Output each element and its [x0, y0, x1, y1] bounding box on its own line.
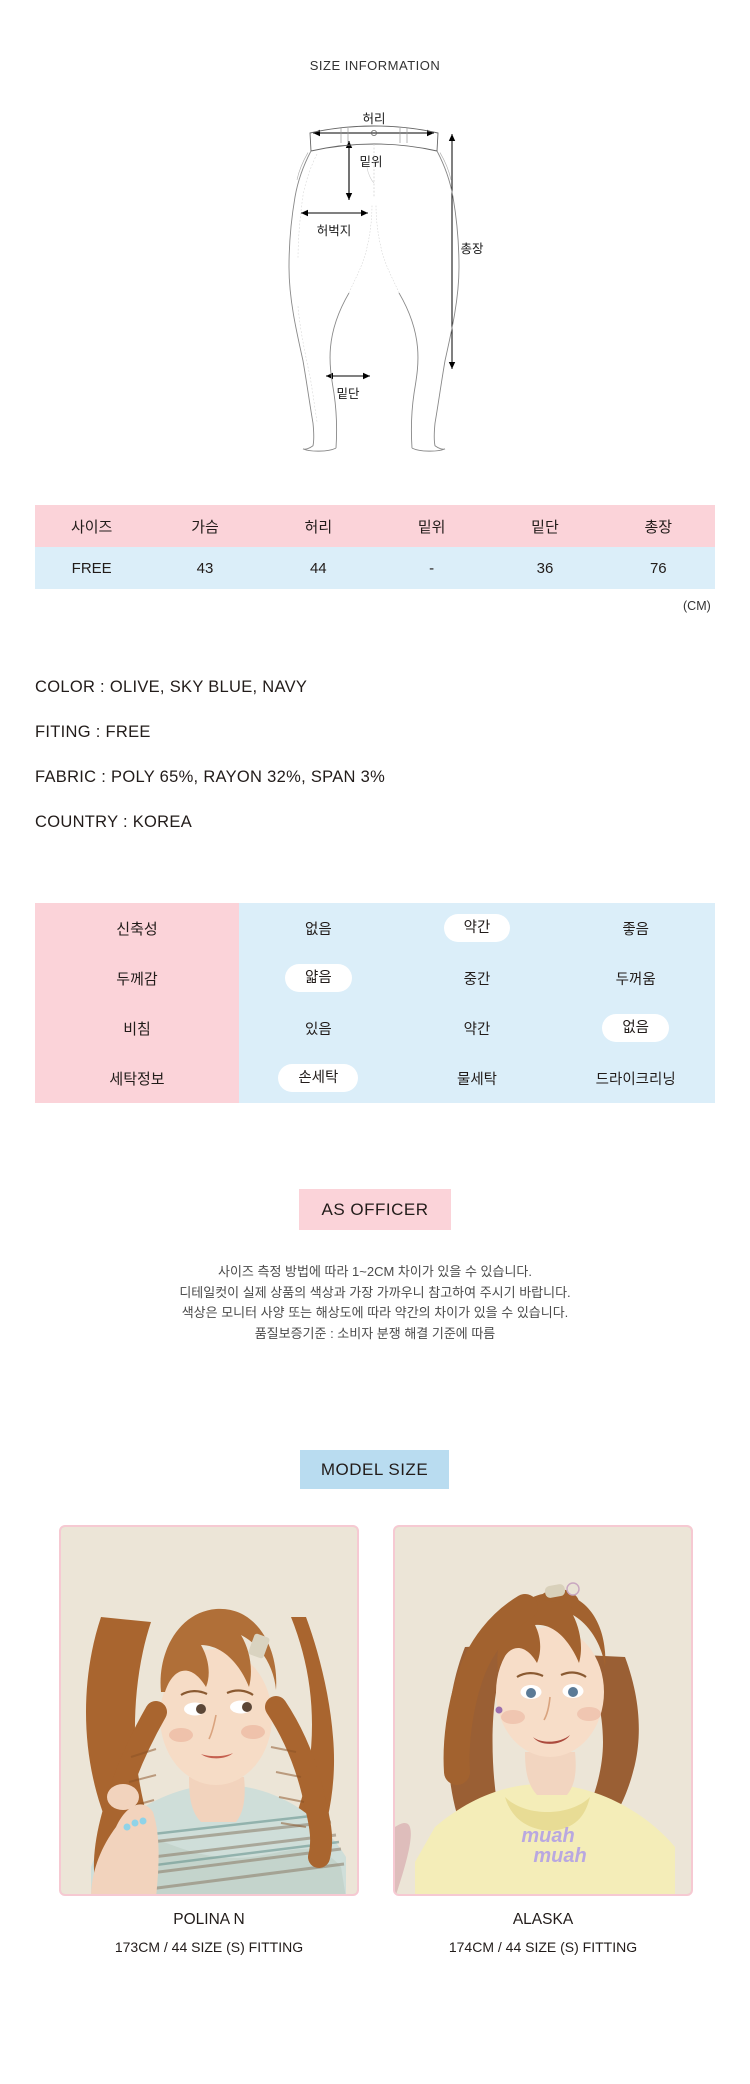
svg-text:muah: muah — [521, 1825, 574, 1847]
svg-text:밑위: 밑위 — [359, 155, 382, 169]
svg-text:허벅지: 허벅지 — [317, 224, 352, 238]
svg-text:허리: 허리 — [362, 112, 385, 126]
svg-text:밑단: 밑단 — [336, 387, 360, 401]
svg-text:muah: muah — [533, 1845, 586, 1867]
svg-text:총장: 총장 — [460, 242, 484, 256]
